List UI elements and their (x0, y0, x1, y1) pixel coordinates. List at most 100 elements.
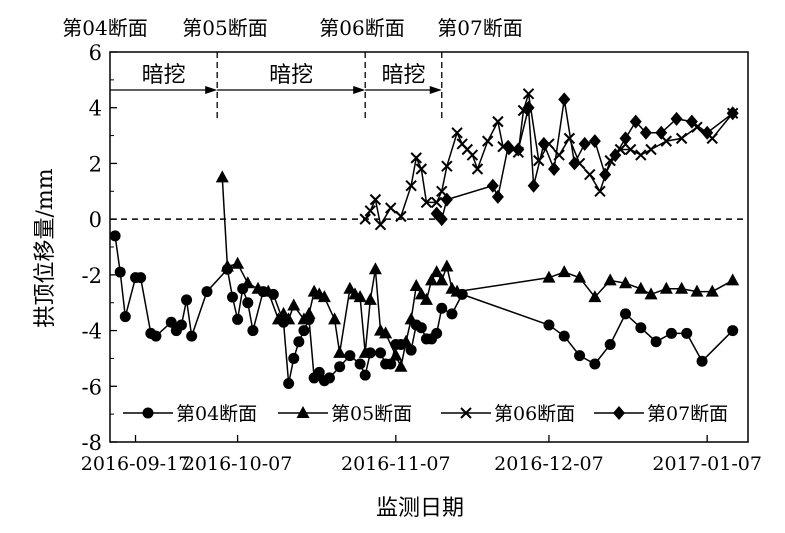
data-point (471, 163, 484, 175)
legend-label: 第05断面 (331, 403, 412, 425)
data-point (450, 284, 464, 297)
section-label: 第04断面 (62, 16, 147, 40)
data-point (251, 281, 265, 294)
data-point (283, 378, 295, 389)
data-point (726, 106, 739, 121)
data-point (446, 308, 458, 320)
data-point (675, 132, 688, 145)
data-point (436, 302, 448, 314)
data-point (363, 292, 377, 305)
data-point (440, 192, 453, 207)
data-point (359, 213, 371, 225)
data-point (261, 284, 275, 297)
data-point (527, 178, 540, 193)
data-point (165, 316, 177, 328)
data-point (675, 281, 689, 294)
data-point (604, 339, 616, 350)
data-point (405, 344, 417, 356)
legend-marker (142, 407, 154, 419)
section-label: 第06断面 (319, 16, 404, 40)
data-point (415, 322, 427, 334)
data-point (727, 325, 739, 337)
data-point (409, 279, 423, 291)
data-point (681, 327, 693, 339)
data-point (298, 325, 310, 337)
data-point (522, 88, 535, 100)
data-point (701, 125, 714, 140)
data-point (542, 270, 556, 283)
x-tick-label: 2017-01-07 (652, 453, 762, 475)
data-point (247, 325, 259, 337)
legend-marker (296, 406, 310, 418)
data-point (609, 148, 622, 163)
data-point (430, 196, 443, 209)
data-point (624, 143, 637, 156)
data-point (726, 273, 740, 286)
series-line (114, 235, 734, 384)
series-4 (430, 92, 739, 227)
data-point (226, 291, 238, 303)
data-point (620, 308, 632, 320)
data-point (374, 219, 387, 231)
data-point (588, 134, 601, 149)
data-point (690, 284, 704, 297)
data-point (441, 160, 453, 172)
legend-label: 第04断面 (176, 403, 257, 425)
data-point (186, 330, 198, 342)
excavation-arrowhead (429, 86, 442, 94)
x-tick-label: 2016-09-17 (81, 453, 191, 475)
data-point (573, 270, 587, 283)
data-point (354, 358, 366, 370)
data-point (293, 336, 305, 348)
data-point (574, 350, 586, 362)
data-point (655, 125, 668, 140)
data-point (395, 210, 407, 223)
data-point (563, 132, 576, 145)
data-point (589, 358, 601, 370)
data-point (440, 259, 454, 272)
data-point (629, 114, 642, 129)
data-point (405, 180, 417, 192)
data-point (394, 359, 408, 372)
excavation-arrowhead (353, 86, 366, 94)
y-tick-label: -6 (82, 375, 102, 399)
data-point (578, 136, 591, 151)
data-point (665, 327, 677, 339)
data-point (344, 350, 356, 362)
data-point (558, 92, 571, 107)
data-point (415, 163, 428, 175)
data-point (364, 205, 377, 217)
data-point (584, 168, 596, 181)
data-point (375, 347, 387, 359)
data-point (241, 276, 255, 289)
data-point (288, 352, 300, 364)
data-point (548, 162, 561, 176)
data-point (431, 327, 443, 339)
legend-label: 第07断面 (647, 403, 728, 425)
section-label: 第05断面 (182, 16, 267, 40)
excavation-label: 暗挖 (381, 63, 425, 88)
data-point (181, 294, 193, 306)
x-tick-label: 2016-10-07 (183, 453, 293, 475)
legend-marker (460, 407, 472, 419)
data-point (599, 167, 612, 182)
data-point (385, 202, 397, 214)
data-point (619, 276, 633, 289)
y-tick-label: 2 (89, 152, 102, 176)
data-point (492, 115, 504, 128)
data-point (635, 322, 647, 334)
data-point (334, 361, 346, 373)
data-point (512, 142, 525, 157)
data-point (634, 281, 648, 294)
data-point (135, 272, 147, 284)
data-point (619, 131, 632, 146)
data-point (685, 114, 698, 129)
data-point (670, 111, 683, 126)
y-tick-label: -4 (82, 320, 102, 344)
y-tick-label: 6 (89, 41, 102, 65)
data-point (232, 313, 244, 325)
legend-label: 第06断面 (494, 403, 575, 425)
data-point (696, 355, 708, 367)
data-point (114, 266, 126, 278)
data-point (435, 212, 448, 227)
